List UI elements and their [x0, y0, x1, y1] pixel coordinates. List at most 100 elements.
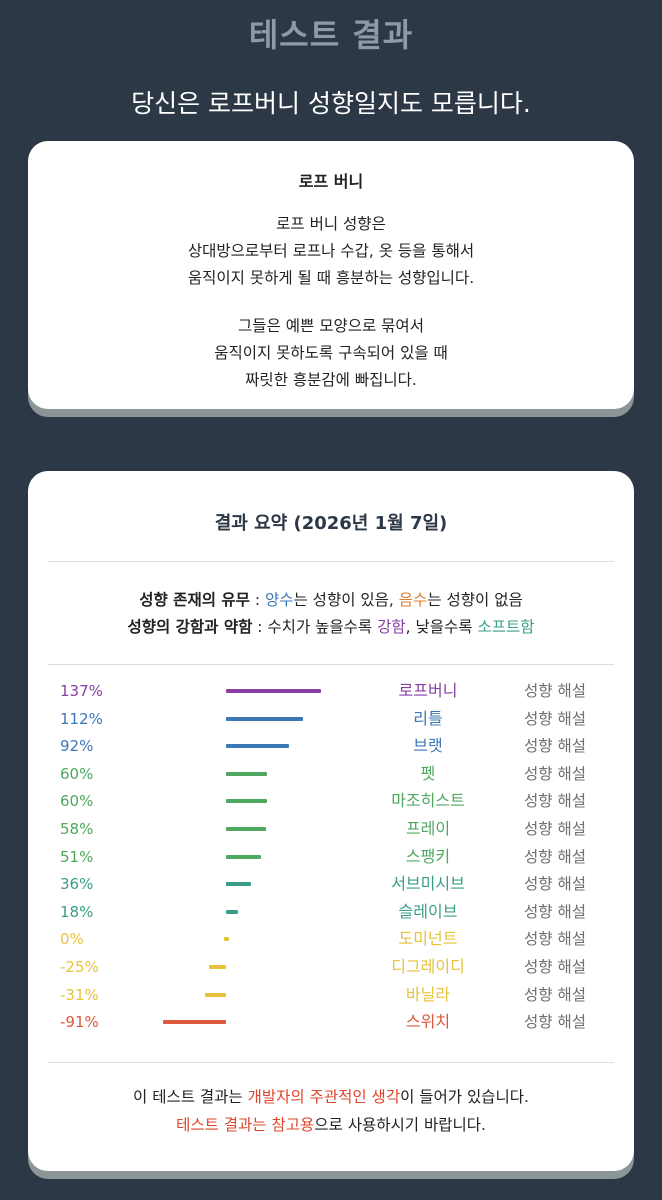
explanation-link[interactable]: 성향 해설	[524, 847, 586, 866]
tendency-name[interactable]: 펫	[420, 763, 436, 783]
legend-soft: 소프트함	[477, 618, 535, 636]
summary-title: 결과 요약 (2026년 1월 7일)	[214, 513, 448, 534]
result-type-title: 로프 버니	[298, 172, 364, 191]
percent-label: 0%	[60, 930, 84, 949]
explanation-link[interactable]: 성향 해설	[524, 902, 586, 921]
percent-label: 51%	[60, 847, 94, 866]
percent-label: 36%	[60, 875, 94, 894]
legend-positive-desc: 는 성향이 있음,	[293, 591, 399, 609]
tendency-name[interactable]: 서브미시브	[391, 874, 465, 894]
value-bar	[163, 1020, 226, 1025]
explanation-link[interactable]: 성향 해설	[524, 682, 586, 700]
tendency-name[interactable]: 스위치	[405, 1012, 451, 1032]
result-row: -31% 바닐라 성향 해설	[28, 981, 634, 1009]
result-row: -91% 스위치 성향 해설	[28, 1008, 634, 1036]
legend-negative: 음수	[398, 591, 428, 609]
tendency-name[interactable]: 로프버니	[398, 681, 458, 700]
legend-mid: , 낮을수록	[405, 618, 478, 636]
result-row: 112% 리틀 성향 해설	[28, 705, 634, 733]
result-row: 36% 서브미시브 성향 해설	[28, 870, 634, 898]
tendency-name[interactable]: 디그레이디	[391, 957, 465, 976]
legend-existence: 성향 존재의 유무 : 양수는 성향이 있음, 음수는 성향이 없음	[28, 588, 634, 610]
percent-label: 92%	[60, 737, 94, 756]
description-line: 움직이지 못하게 될 때 흥분하는 성향입니다.	[187, 269, 475, 287]
explanation-link[interactable]: 성향 해설	[524, 985, 586, 1004]
description-line: 그들은 예쁜 모양으로 묶여서	[238, 317, 424, 335]
value-bar	[224, 937, 229, 942]
percent-label: 58%	[60, 820, 94, 838]
explanation-link[interactable]: 성향 해설	[524, 958, 586, 976]
legend-label: 성향의 강함과 약함	[127, 618, 253, 636]
tendency-name[interactable]: 스팽키	[405, 846, 451, 866]
percent-label: 112%	[60, 709, 103, 728]
disclaimer-line-2: 테스트 결과는 참고용으로 사용하시기 바랍니다.	[28, 1111, 634, 1139]
divider	[48, 664, 614, 665]
result-row: 60% 펫 성향 해설	[28, 760, 634, 788]
explanation-link[interactable]: 성향 해설	[524, 930, 586, 949]
legend-strength: 성향의 강함과 약함 : 수치가 높을수록 강함, 낮을수록 소프트함	[28, 615, 634, 637]
percent-label: 60%	[60, 792, 94, 811]
tendency-name[interactable]: 슬레이브	[398, 901, 458, 921]
divider	[48, 561, 614, 562]
description-paragraph-1: 로프 버니 성향은 상대방으로부터 로프나 수갑, 옷 등을 통해서 움직이지 …	[28, 211, 634, 292]
legend-sep: : 수치가 높을수록	[252, 618, 378, 636]
percent-label: -25%	[60, 958, 99, 976]
legend-sep: :	[249, 591, 265, 609]
disclaimer: 이 테스트 결과는 개발자의 주관적인 생각이 들어가 있습니다. 테스트 결과…	[28, 1083, 634, 1139]
disclaimer-line-1: 이 테스트 결과는 개발자의 주관적인 생각이 들어가 있습니다.	[28, 1083, 634, 1111]
percent-label: 137%	[60, 682, 103, 700]
page-title: 테스트 결과	[248, 16, 414, 54]
percent-label: -91%	[60, 1013, 99, 1032]
result-row: -25% 디그레이디 성향 해설	[28, 953, 634, 981]
tendency-name[interactable]: 마조히스트	[391, 791, 465, 811]
value-bar	[226, 882, 251, 887]
explanation-link[interactable]: 성향 해설	[524, 820, 586, 838]
percent-label: -31%	[60, 985, 99, 1004]
result-row: 0% 도미넌트 성향 해설	[28, 925, 634, 953]
description-line: 움직이지 못하도록 구속되어 있을 때	[214, 344, 448, 362]
explanation-link[interactable]: 성향 해설	[524, 792, 586, 811]
value-bar	[226, 799, 268, 804]
result-headline: 당신은 로프버니 성향일지도 모릅니다.	[131, 89, 531, 118]
explanation-link[interactable]: 성향 해설	[524, 709, 586, 728]
legend-negative-desc: 는 성향이 없음	[427, 591, 523, 609]
tendency-name[interactable]: 도미넌트	[398, 929, 458, 949]
result-row: 58% 프레이 성향 해설	[28, 815, 634, 843]
value-bar	[226, 854, 262, 859]
explanation-link[interactable]: 성향 해설	[524, 1013, 586, 1032]
tendency-name[interactable]: 프레이	[405, 819, 451, 838]
value-bar	[208, 965, 226, 969]
value-bar	[226, 771, 268, 776]
result-row: 60% 마조히스트 성향 해설	[28, 787, 634, 815]
description-line: 상대방으로부터 로프나 수갑, 옷 등을 통해서	[187, 242, 475, 260]
value-bar	[204, 992, 226, 997]
result-summary-card: 결과 요약 (2026년 1월 7일) 성향 존재의 유무 : 양수는 성향이 …	[28, 471, 634, 1171]
description-line: 로프 버니 성향은	[276, 215, 386, 233]
tendency-name[interactable]: 바닐라	[405, 984, 451, 1004]
disclaimer-highlight: 개발자의 주관적인 생각	[247, 1088, 401, 1106]
disclaimer-text: 이 들어가 있습니다.	[400, 1088, 529, 1106]
result-row: 137% 로프버니 성향 해설	[28, 677, 634, 705]
description-paragraph-2: 그들은 예쁜 모양으로 묶여서 움직이지 못하도록 구속되어 있을 때 짜릿한 …	[28, 313, 634, 394]
divider	[48, 1062, 614, 1063]
result-row: 51% 스팽키 성향 해설	[28, 843, 634, 871]
percent-label: 18%	[60, 902, 94, 921]
result-row: 92% 브랫 성향 해설	[28, 732, 634, 760]
result-row: 18% 슬레이브 성향 해설	[28, 898, 634, 926]
tendency-name[interactable]: 리틀	[413, 708, 443, 728]
disclaimer-text: 으로 사용하시기 바랍니다.	[314, 1116, 486, 1134]
value-bar	[226, 909, 239, 914]
description-line: 짜릿한 흥분감에 빠집니다.	[245, 371, 417, 389]
legend-positive: 양수	[264, 591, 294, 609]
result-description-card: 로프 버니 로프 버니 성향은 상대방으로부터 로프나 수갑, 옷 등을 통해서…	[28, 141, 634, 409]
explanation-link[interactable]: 성향 해설	[524, 875, 586, 894]
legend-label: 성향 존재의 유무	[139, 591, 250, 609]
value-bar	[226, 827, 267, 831]
disclaimer-highlight: 테스트 결과는 참고용	[176, 1116, 315, 1134]
explanation-link[interactable]: 성향 해설	[524, 764, 586, 783]
legend-strong: 강함	[377, 618, 406, 636]
value-bar	[226, 689, 321, 693]
disclaimer-text: 이 테스트 결과는	[133, 1088, 248, 1106]
explanation-link[interactable]: 성향 해설	[524, 737, 586, 756]
tendency-name[interactable]: 브랫	[413, 736, 443, 756]
